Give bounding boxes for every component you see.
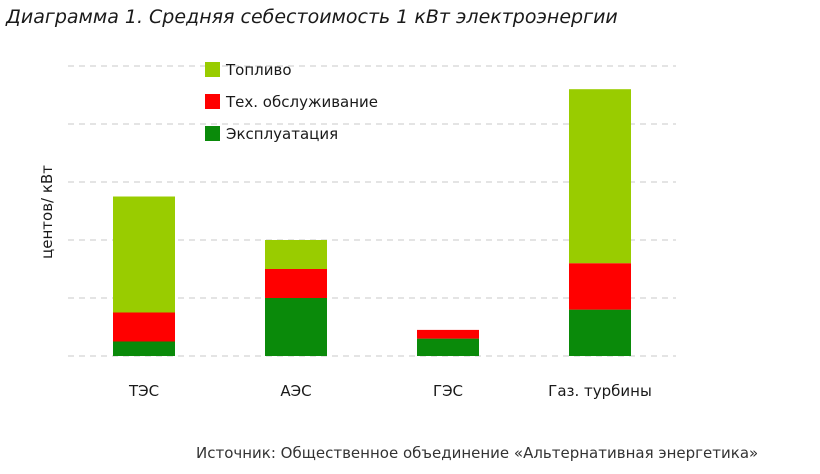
- bar-segment: [569, 89, 631, 264]
- legend: Топливо Тех. обслуживание Эксплуатация: [205, 61, 378, 143]
- x-tick-label: ГЭС: [433, 382, 463, 400]
- bar-segment: [569, 263, 631, 310]
- legend-label: Топливо: [225, 61, 292, 79]
- legend-label: Эксплуатация: [226, 125, 338, 143]
- legend-swatch: [205, 62, 220, 77]
- chart-title: Диаграмма 1. Средняя себестоимость 1 кВт…: [6, 6, 618, 28]
- x-tick-label: ТЭС: [128, 382, 159, 400]
- y-axis-label: центов/ кВт: [38, 165, 56, 259]
- x-tick-labels: ТЭС АЭС ГЭС Газ. турбины: [128, 382, 652, 400]
- legend-swatch: [205, 126, 220, 141]
- bar-segment: [113, 196, 175, 313]
- bar-segment: [265, 240, 327, 269]
- bar-segment: [417, 329, 479, 339]
- source-note: Источник: Общественное объединение «Альт…: [196, 444, 759, 462]
- x-tick-label: Газ. турбины: [548, 382, 652, 400]
- bar-segment: [265, 269, 327, 298]
- x-tick-label: АЭС: [280, 382, 311, 400]
- bar-segment: [113, 341, 175, 356]
- legend-label: Тех. обслуживание: [225, 93, 378, 111]
- bar-segment: [113, 312, 175, 342]
- bar-segment: [417, 338, 479, 356]
- bar-segment: [265, 298, 327, 356]
- bars: [113, 89, 631, 356]
- legend-swatch: [205, 94, 220, 109]
- bar-segment: [569, 309, 631, 356]
